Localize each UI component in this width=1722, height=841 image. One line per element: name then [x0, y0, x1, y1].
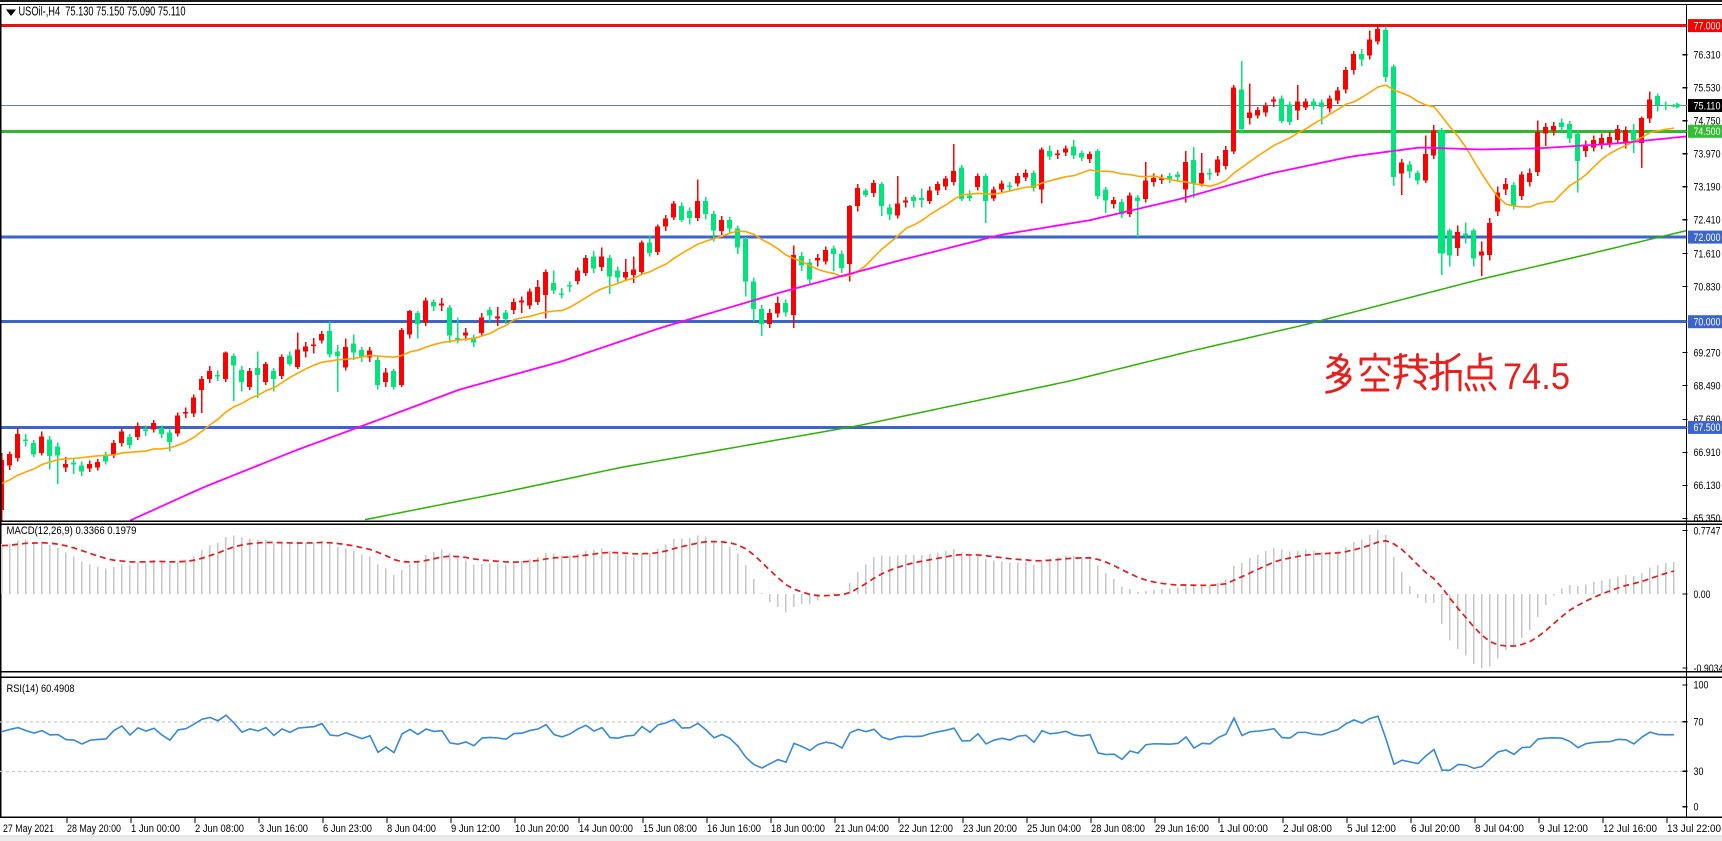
svg-text:8 Jul 04:00: 8 Jul 04:00	[1475, 823, 1524, 835]
svg-text:28 Jun 08:00: 28 Jun 08:00	[1091, 823, 1145, 835]
svg-text:2 Jul 08:00: 2 Jul 08:00	[1283, 823, 1332, 835]
svg-text:10 Jun 20:00: 10 Jun 20:00	[515, 823, 569, 835]
svg-text:74.5: 74.5	[1503, 356, 1570, 397]
svg-text:0.00: 0.00	[1694, 589, 1711, 601]
svg-text:1 Jun 00:00: 1 Jun 00:00	[131, 823, 180, 835]
svg-text:73.970: 73.970	[1694, 149, 1721, 161]
svg-text:25 Jun 04:00: 25 Jun 04:00	[1027, 823, 1081, 835]
svg-text:14 Jun 00:00: 14 Jun 00:00	[579, 823, 633, 835]
svg-text:72.410: 72.410	[1694, 215, 1721, 227]
svg-text:21 Jun 04:00: 21 Jun 04:00	[835, 823, 889, 835]
svg-text:77.000: 77.000	[1694, 20, 1721, 32]
svg-text:9 Jul 12:00: 9 Jul 12:00	[1539, 823, 1588, 835]
svg-text:5 Jul 12:00: 5 Jul 12:00	[1347, 823, 1396, 835]
svg-text:74.500: 74.500	[1694, 126, 1721, 138]
svg-text:18 Jun 00:00: 18 Jun 00:00	[771, 823, 825, 835]
svg-text:12 Jul 16:00: 12 Jul 16:00	[1603, 823, 1657, 835]
svg-text:70.000: 70.000	[1694, 317, 1721, 329]
svg-text:29 Jun 16:00: 29 Jun 16:00	[1155, 823, 1209, 835]
svg-text:23 Jun 20:00: 23 Jun 20:00	[963, 823, 1017, 835]
svg-text:15 Jun 08:00: 15 Jun 08:00	[643, 823, 697, 835]
svg-text:67.500: 67.500	[1694, 422, 1721, 434]
svg-text:27 May 2021: 27 May 2021	[3, 823, 54, 835]
svg-text:70.830: 70.830	[1694, 281, 1721, 293]
svg-text:30: 30	[1694, 766, 1704, 778]
svg-text:1 Jul 00:00: 1 Jul 00:00	[1219, 823, 1268, 835]
svg-text:75.110: 75.110	[1694, 100, 1721, 112]
svg-text:66.130: 66.130	[1694, 480, 1721, 492]
svg-text:74.750: 74.750	[1694, 116, 1721, 128]
svg-text:72.000: 72.000	[1694, 232, 1721, 244]
svg-text:2 Jun 08:00: 2 Jun 08:00	[195, 823, 244, 835]
svg-text:0: 0	[1694, 802, 1699, 814]
svg-text:3 Jun 16:00: 3 Jun 16:00	[259, 823, 308, 835]
svg-text:13 Jul 22:00: 13 Jul 22:00	[1667, 823, 1721, 835]
svg-text:MACD(12,26,9) 0.3366 0.1979: MACD(12,26,9) 0.3366 0.1979	[7, 525, 137, 537]
svg-text:100: 100	[1694, 680, 1709, 692]
svg-text:66.910: 66.910	[1694, 447, 1721, 459]
svg-text:68.490: 68.490	[1694, 380, 1721, 392]
svg-text:RSI(14) 60.4908: RSI(14) 60.4908	[7, 683, 75, 695]
svg-text:76.310: 76.310	[1694, 50, 1721, 62]
svg-text:16 Jun 16:00: 16 Jun 16:00	[707, 823, 761, 835]
svg-text:0.7747: 0.7747	[1694, 525, 1721, 537]
svg-text:73.190: 73.190	[1694, 182, 1721, 194]
svg-text:70: 70	[1694, 717, 1704, 729]
svg-text:69.270: 69.270	[1694, 347, 1721, 359]
svg-text:-0.9034: -0.9034	[1694, 663, 1722, 675]
svg-text:6 Jun 23:00: 6 Jun 23:00	[323, 823, 372, 835]
svg-text:6 Jul 20:00: 6 Jul 20:00	[1411, 823, 1460, 835]
svg-text:65.350: 65.350	[1694, 513, 1721, 525]
svg-text:8 Jun 04:00: 8 Jun 04:00	[387, 823, 436, 835]
svg-text:71.610: 71.610	[1694, 248, 1721, 260]
svg-text:28 May 20:00: 28 May 20:00	[67, 823, 121, 835]
svg-text:22 Jun 12:00: 22 Jun 12:00	[899, 823, 953, 835]
svg-text:75.530: 75.530	[1694, 83, 1721, 95]
svg-text:9 Jun 12:00: 9 Jun 12:00	[451, 823, 500, 835]
svg-text:USOil-,H4 75.130 75.150 75.09: USOil-,H4 75.130 75.150 75.090 75.110	[19, 5, 186, 19]
